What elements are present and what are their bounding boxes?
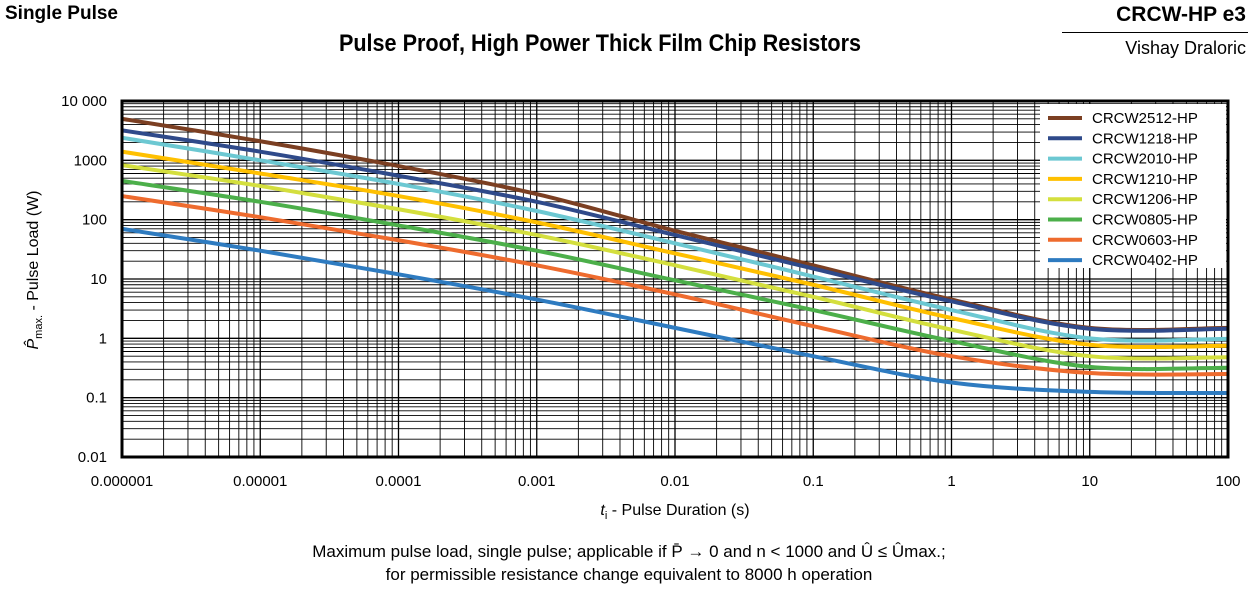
caption: Maximum pulse load, single pulse; applic… xyxy=(0,540,1258,586)
legend-label: CRCW0402-HP xyxy=(1092,252,1198,269)
legend-label: CRCW2010-HP xyxy=(1092,151,1198,168)
y-tick-label: 100 xyxy=(82,212,107,229)
chart-title: Pulse Proof, High Power Thick Film Chip … xyxy=(338,30,862,57)
caption-line-2: for permissible resistance change equiva… xyxy=(385,565,873,584)
x-tick-label: 0.00001 xyxy=(233,473,287,490)
x-tick-label: 0.000001 xyxy=(91,473,154,490)
x-tick-label: 0.01 xyxy=(660,473,689,490)
y-tick-label: 10 000 xyxy=(61,93,107,110)
series-line-crcw1210-hp xyxy=(121,149,1229,350)
x-axis-label: ti - Pulse Duration (s) xyxy=(600,502,749,522)
series-line-crcw1206-hp xyxy=(121,163,1229,361)
x-tick-label: 1 xyxy=(947,473,955,490)
legend-label: CRCW1218-HP xyxy=(1092,130,1198,147)
x-tick-label: 0.1 xyxy=(803,473,824,490)
product-name: CRCW-HP e3 xyxy=(1116,3,1246,26)
y-tick-label: 10 xyxy=(90,271,107,288)
series-line-crcw2010-hp xyxy=(121,135,1229,343)
y-axis-label: P̂max. - Pulse Load (W) xyxy=(22,191,45,350)
series-line-crcw0805-hp xyxy=(121,178,1229,372)
manufacturer: Vishay Draloric xyxy=(1125,38,1246,58)
caption-line-1: Maximum pulse load, single pulse; applic… xyxy=(312,542,946,561)
legend-label: CRCW0603-HP xyxy=(1092,232,1198,249)
x-tick-label: 10 xyxy=(1081,473,1098,490)
y-tick-label: 1 xyxy=(99,330,107,347)
pulse-load-chart: 0.000001 0.00001 0.0001 0.001 0.01 0.1 1 10 1000… xyxy=(22,93,1240,522)
y-tick-label: 0.1 xyxy=(86,390,107,407)
y-tick-label: 1000 xyxy=(74,152,107,169)
x-tick-label: 100 xyxy=(1215,473,1240,490)
series-line-crcw1218-hp xyxy=(121,128,1229,333)
series-line-crcw0603-hp xyxy=(121,194,1229,377)
legend-label: CRCW1206-HP xyxy=(1092,191,1198,208)
legend-label: CRCW0805-HP xyxy=(1092,212,1198,229)
series-line-crcw0402-hp xyxy=(121,226,1229,396)
plot-frame xyxy=(120,99,1230,459)
y-tick-label: 0.01 xyxy=(78,449,107,466)
x-tick-label: 0.0001 xyxy=(376,473,422,490)
brand-divider xyxy=(1062,32,1248,33)
legend-label: CRCW1210-HP xyxy=(1092,171,1198,188)
legend-label: CRCW2512-HP xyxy=(1092,110,1198,127)
section-label: Single Pulse xyxy=(5,3,118,24)
x-tick-label: 0.001 xyxy=(518,473,556,490)
